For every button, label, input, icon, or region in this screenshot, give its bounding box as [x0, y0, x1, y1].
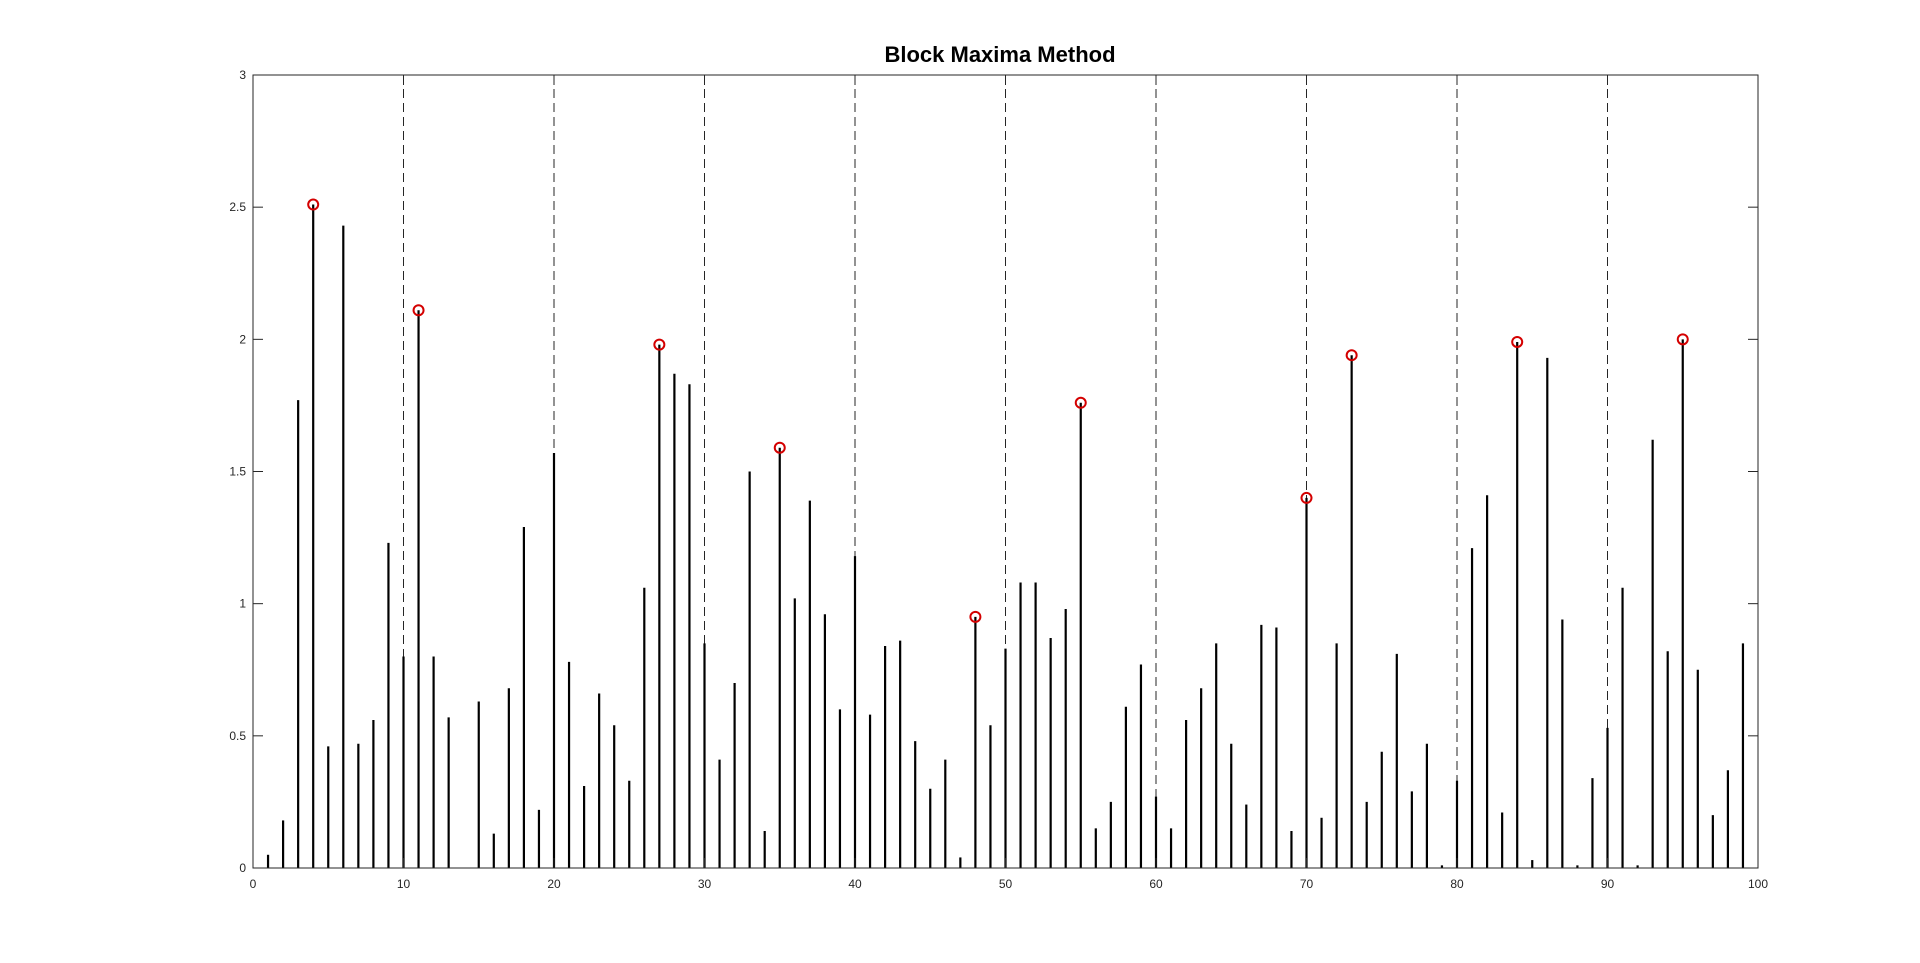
maxima-marker [307, 198, 320, 211]
maxima-marker [653, 338, 666, 351]
x-axis-ticks: 0 10 20 30 40 50 60 70 80 90 100 [250, 75, 1768, 891]
y-tick-label: 2.5 [229, 200, 246, 214]
x-tick-label: 30 [698, 877, 712, 891]
stem-series [266, 204, 1745, 868]
maxima-marker [1074, 396, 1087, 409]
x-tick-label: 80 [1450, 877, 1464, 891]
x-tick-label: 60 [1149, 877, 1163, 891]
maxima-marker [969, 610, 982, 623]
x-tick-label: 0 [250, 877, 257, 891]
y-tick-label: 1 [239, 597, 246, 611]
maxima-marker [412, 304, 425, 317]
y-tick-label: 0.5 [229, 729, 246, 743]
x-tick-label: 40 [848, 877, 862, 891]
block-maxima-markers [307, 198, 1689, 623]
y-tick-label: 1.5 [229, 465, 246, 479]
x-tick-label: 10 [397, 877, 411, 891]
block-dividers [403, 75, 1608, 868]
x-tick-label: 70 [1300, 877, 1314, 891]
maxima-marker [1345, 349, 1358, 362]
chart-title: Block Maxima Method [884, 42, 1115, 67]
y-tick-label: 2 [239, 332, 246, 346]
y-axis-ticks: 0 0.5 1 1.5 2 2.5 3 [229, 68, 1758, 875]
y-tick-label: 0 [239, 861, 246, 875]
x-tick-label: 20 [547, 877, 561, 891]
x-tick-label: 90 [1601, 877, 1615, 891]
maxima-marker [1676, 333, 1689, 346]
x-tick-label: 100 [1748, 877, 1768, 891]
maxima-marker [1300, 491, 1313, 504]
maxima-marker [773, 441, 786, 454]
maxima-marker [1511, 335, 1524, 348]
x-tick-label: 50 [999, 877, 1013, 891]
y-tick-label: 3 [239, 68, 246, 82]
